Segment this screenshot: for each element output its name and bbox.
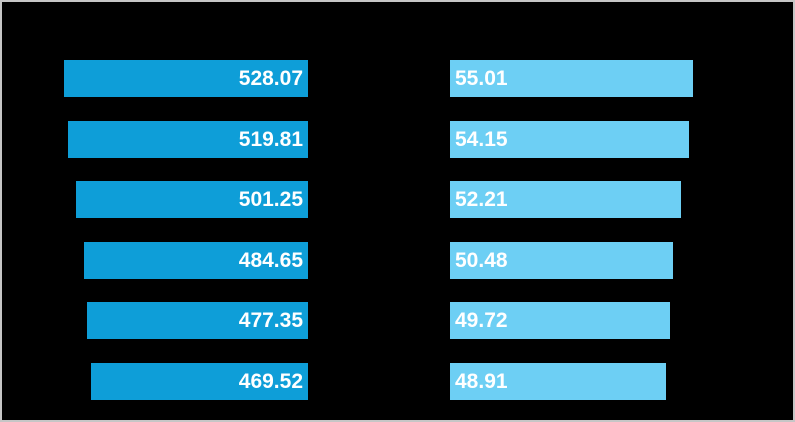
right-bar: 55.01 <box>450 60 693 97</box>
bar-value-label: 48.91 <box>455 369 508 393</box>
bar-value-label: 477.35 <box>238 308 303 332</box>
bar-value-label: 501.25 <box>238 187 303 211</box>
bar-value-label: 50.48 <box>455 248 508 272</box>
bar-value-label: 54.15 <box>455 127 508 151</box>
right-bar: 48.91 <box>450 363 666 400</box>
right-bar: 54.15 <box>450 121 689 158</box>
bar-value-label: 52.21 <box>455 187 508 211</box>
bar-value-label: 484.65 <box>238 248 303 272</box>
left-bar: 477.35 <box>87 302 308 339</box>
left-bar: 519.81 <box>68 121 308 158</box>
bar-value-label: 528.07 <box>238 66 303 90</box>
bar-value-label: 49.72 <box>455 308 508 332</box>
bar-value-label: 519.81 <box>238 127 303 151</box>
right-bar: 49.72 <box>450 302 670 339</box>
bar-value-label: 469.52 <box>238 369 303 393</box>
left-bar: 528.07 <box>64 60 308 97</box>
left-bar: 469.52 <box>91 363 308 400</box>
left-bar: 484.65 <box>84 242 308 279</box>
right-bar: 52.21 <box>450 181 681 218</box>
left-bar: 501.25 <box>76 181 308 218</box>
right-bar: 50.48 <box>450 242 673 279</box>
bar-value-label: 55.01 <box>455 66 508 90</box>
